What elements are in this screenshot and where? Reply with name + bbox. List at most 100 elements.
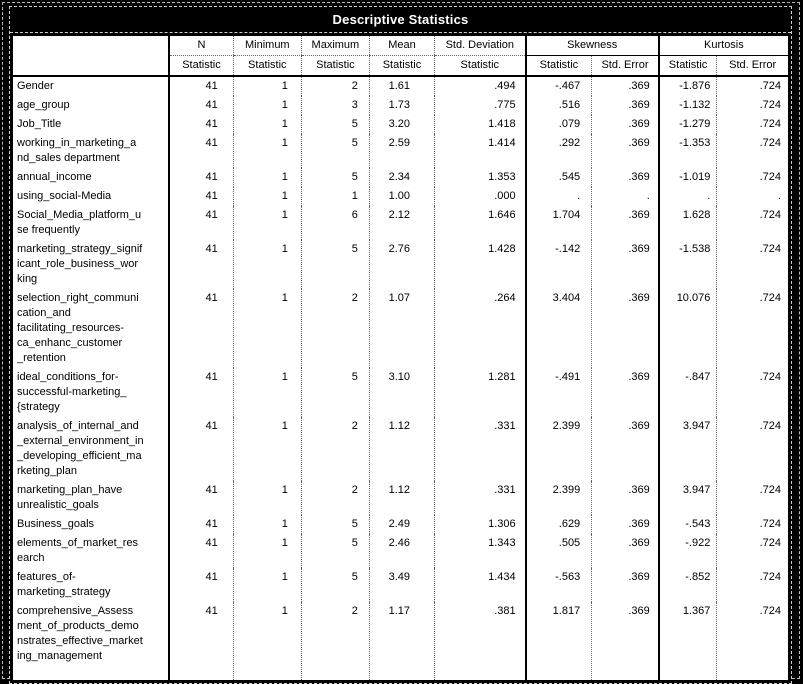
cell: 1 [232, 134, 302, 168]
cell: .724 [716, 515, 789, 534]
cell: .724 [716, 115, 789, 134]
cell: .079 [524, 115, 592, 134]
cell: 3 [300, 96, 370, 115]
table-row: Social_Media_platform_u se frequently 41 1… [12, 206, 789, 240]
cell: -.467 [524, 76, 592, 96]
cell: 2 [300, 481, 370, 515]
cell: 41 [168, 289, 234, 368]
cell: 1 [232, 602, 302, 681]
cell: 3.10 [368, 368, 435, 417]
cell: .724 [716, 534, 789, 568]
cell: 1.628 [657, 206, 717, 240]
cell: .369 [591, 168, 659, 187]
cell: 5 [300, 168, 370, 187]
cell: 41 [168, 481, 234, 515]
table-row: annual_income 41 1 5 2.34 1.353.545.369 -1.019… [12, 168, 789, 187]
cell: 3.404 [524, 289, 592, 368]
table-title: Descriptive Statistics [10, 7, 791, 33]
row-label: marketing_strategy_signif icant_role_bus… [12, 240, 171, 289]
cell: .724 [716, 206, 789, 240]
row-label: annual_income [12, 168, 171, 187]
cell: -.563 [524, 568, 592, 602]
cell: 41 [168, 134, 234, 168]
cell: . [591, 187, 659, 206]
cell: 5 [300, 240, 370, 289]
cell: 1.07 [368, 289, 435, 368]
descriptive-statistics-pivot-table[interactable]: Descriptive Statistics N Minimum Maximum… [9, 6, 792, 684]
cell: -1.353 [657, 134, 717, 168]
cell: .724 [716, 76, 789, 96]
sub-header-mean-statistic: Statistic [368, 55, 435, 77]
table-row: Job_Title 41 1 5 3.20 1.418.079.369 -1.279.724 [12, 115, 789, 134]
cell: 1.418 [433, 115, 526, 134]
cell: 2.399 [524, 417, 592, 481]
row-label-header [12, 35, 171, 77]
col-header-skewness: Skewness [524, 35, 659, 56]
cell: -.922 [657, 534, 717, 568]
cell: -.852 [657, 568, 717, 602]
cell: 41 [168, 240, 234, 289]
cell: 41 [168, 368, 234, 417]
cell: 1.00 [368, 187, 435, 206]
cell: .264 [433, 289, 526, 368]
cell: .369 [591, 481, 659, 515]
sub-header-maximum-statistic: Statistic [300, 55, 370, 77]
header-row-sub: Statistic Statistic Statistic Statistic … [12, 55, 789, 77]
cell: .369 [591, 240, 659, 289]
cell: .369 [591, 289, 659, 368]
table-row: Business_goals 41 1 5 2.49 1.306.629.369 -.543… [12, 515, 789, 534]
col-header-maximum: Maximum [300, 35, 370, 56]
cell: 1 [232, 168, 302, 187]
cell: 1 [232, 534, 302, 568]
statistics-table: N Minimum Maximum Mean Std. Deviation Sk… [11, 34, 790, 682]
table-row: analysis_of_internal_and _external_envir… [12, 417, 789, 481]
cell: .724 [716, 134, 789, 168]
cell: 1 [232, 368, 302, 417]
cell: -1.019 [657, 168, 717, 187]
table-row: elements_of_market_res earch 41 1 5 2.46 1.34… [12, 534, 789, 568]
sub-header-kurtosis-std-error: Std. Error [716, 55, 789, 77]
col-header-minimum: Minimum [232, 35, 302, 56]
cell: -.543 [657, 515, 717, 534]
cell: 2.34 [368, 168, 435, 187]
cell: 41 [168, 534, 234, 568]
cell: 2 [300, 602, 370, 681]
cell: 1 [232, 568, 302, 602]
cell: .369 [591, 96, 659, 115]
cell: 1 [232, 115, 302, 134]
sub-header-skewness-std-error: Std. Error [591, 55, 659, 77]
cell: .369 [591, 115, 659, 134]
cell: .292 [524, 134, 592, 168]
row-label: Job_Title [12, 115, 171, 134]
cell: .369 [591, 602, 659, 681]
cell: 1 [232, 240, 302, 289]
cell: 3.20 [368, 115, 435, 134]
table-row: marketing_plan_have unrealistic_goals 41 1… [12, 481, 789, 515]
cell: 5 [300, 568, 370, 602]
cell: 1 [232, 187, 302, 206]
table-header: N Minimum Maximum Mean Std. Deviation Sk… [12, 35, 789, 77]
cell: .369 [591, 206, 659, 240]
col-header-mean: Mean [368, 35, 435, 56]
table-row: selection_right_communi cation_and facil… [12, 289, 789, 368]
cell: 1.281 [433, 368, 526, 417]
cell: 2.399 [524, 481, 592, 515]
cell: 41 [168, 96, 234, 115]
cell: 1.414 [433, 134, 526, 168]
cell: 1.343 [433, 534, 526, 568]
cell: 5 [300, 368, 370, 417]
cell: .724 [716, 368, 789, 417]
cell: 1.367 [657, 602, 717, 681]
cell: 1 [232, 289, 302, 368]
cell: .724 [716, 568, 789, 602]
row-label: Gender [12, 76, 171, 96]
table-row: age_group 41 1 3 1.73.775.516.369 -1.132.724 [12, 96, 789, 115]
cell: 1.646 [433, 206, 526, 240]
cell: 5 [300, 515, 370, 534]
cell: 10.076 [657, 289, 717, 368]
cell: 1.353 [433, 168, 526, 187]
row-label: comprehensive_Assess ment_of_products_de… [12, 602, 171, 681]
table-row: using_social-Media 41 1 1 1.00.000.... [12, 187, 789, 206]
cell: .331 [433, 417, 526, 481]
cell: 41 [168, 206, 234, 240]
